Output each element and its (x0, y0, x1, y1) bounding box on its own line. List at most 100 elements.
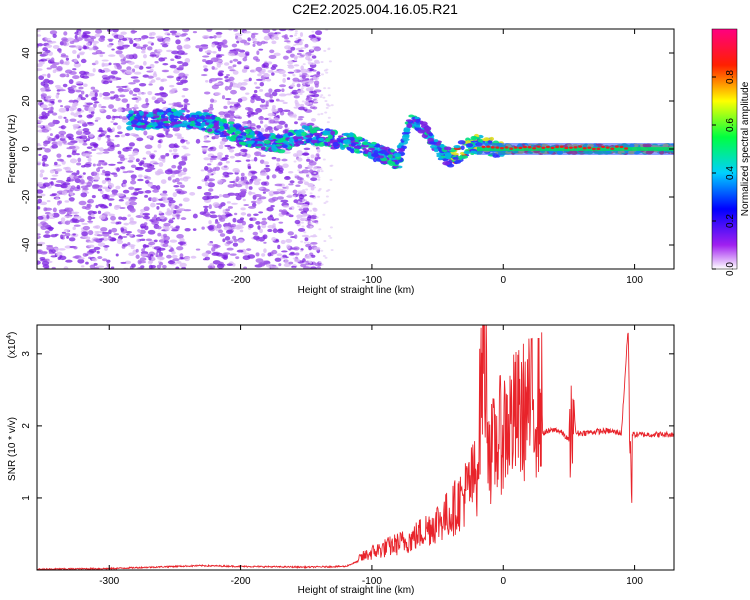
heatmap-cell (170, 247, 174, 251)
heatmap-cell (325, 195, 329, 198)
heatmap-cell (69, 191, 74, 196)
heatmap-cell (326, 104, 330, 107)
heatmap-cell (255, 58, 260, 62)
heatmap-cell (275, 134, 284, 139)
heatmap-peak (555, 145, 560, 149)
heatmap-cell (182, 29, 190, 33)
heatmap-cell (328, 60, 332, 63)
heatmap-cell (282, 205, 290, 208)
heatmap-cell (47, 41, 54, 44)
heatmap-cell (86, 114, 93, 119)
heatmap-cell (151, 216, 158, 222)
heatmap-cell (227, 65, 235, 70)
heatmap-cell (117, 131, 123, 135)
heatmap-cell (109, 91, 115, 94)
heatmap-cell (52, 212, 60, 218)
heatmap-cell (82, 128, 90, 132)
heatmap-cell (156, 97, 164, 103)
heatmap-cell (265, 168, 269, 173)
heatmap-cell (135, 46, 144, 49)
heatmap-cell (228, 85, 232, 91)
heatmap-cell (85, 138, 91, 142)
heatmap-cell (457, 140, 466, 145)
heatmap-cell (118, 198, 124, 202)
heatmap-cell (73, 62, 81, 68)
heatmap-cell (249, 140, 256, 143)
heatmap-cell (214, 134, 220, 140)
heatmap-cell (218, 161, 223, 166)
heatmap-cell (327, 134, 333, 140)
heatmap-cell (266, 175, 270, 180)
heatmap-cell (235, 256, 240, 260)
heatmap-cell (195, 248, 201, 251)
heatmap-peak (495, 146, 500, 149)
heatmap-cell (48, 213, 55, 217)
heatmap-cell (130, 29, 136, 34)
heatmap-cell (320, 249, 324, 252)
heatmap-cell (217, 152, 223, 157)
heatmap-cell (232, 64, 237, 68)
heatmap-cell (37, 125, 44, 128)
heatmap-cell (260, 98, 266, 104)
heatmap-cell (303, 266, 311, 269)
heatmap-cell (164, 37, 171, 43)
heatmap-cell (155, 35, 164, 39)
heatmap-peak (536, 145, 541, 148)
heatmap-cell (297, 164, 303, 169)
heatmap-cell (52, 44, 60, 49)
heatmap-cell (182, 62, 189, 67)
heatmap-cell (312, 62, 316, 65)
heatmap-cell (290, 265, 297, 269)
heatmap-cell (350, 142, 357, 147)
heatmap-cell (87, 157, 92, 163)
heatmap-cell (287, 71, 295, 74)
heatmap-cell (237, 61, 242, 65)
heatmap-cell (210, 155, 218, 159)
heatmap-cell (157, 109, 164, 113)
heatmap-cell (225, 213, 231, 218)
heatmap-cell (81, 135, 87, 139)
heatmap-cell (278, 29, 287, 32)
heatmap-cell (174, 188, 183, 192)
heatmap-cell (176, 44, 183, 50)
heatmap-cell (309, 214, 318, 220)
heatmap-cell (77, 107, 82, 112)
heatmap-cell (258, 261, 266, 267)
heatmap-cell (203, 68, 209, 72)
heatmap-cell (259, 172, 268, 177)
heatmap-cell (150, 197, 159, 202)
heatmap-cell (206, 120, 212, 123)
heatmap-cell (207, 169, 213, 173)
heatmap-cell (175, 225, 180, 229)
heatmap-cell (277, 149, 286, 154)
heatmap-cell (286, 77, 291, 80)
heatmap-cell (254, 151, 262, 157)
heatmap-cell (140, 92, 147, 95)
heatmap-cell (38, 75, 45, 81)
heatmap-cell (176, 76, 181, 82)
heatmap-cell (116, 167, 121, 172)
heatmap-cell (69, 118, 77, 122)
heatmap-cell (73, 175, 80, 180)
heatmap-peak (601, 145, 606, 149)
heatmap-cell (438, 156, 443, 160)
heatmap-cell (315, 216, 319, 219)
heatmap-cell (82, 104, 91, 108)
heatmap-cell (231, 226, 237, 230)
heatmap-cell (126, 103, 130, 109)
heatmap-cell (42, 107, 50, 111)
heatmap-cell (213, 35, 217, 39)
heatmap-cell (460, 155, 469, 159)
heatmap-cell (240, 207, 246, 211)
heatmap-cell (122, 235, 128, 238)
heatmap-cell (250, 33, 256, 39)
heatmap-cell (314, 155, 318, 158)
heatmap-cell (56, 66, 63, 71)
heatmap-cell (303, 47, 307, 50)
heatmap-cell (166, 49, 173, 53)
heatmap-cell (297, 169, 301, 172)
heatmap-cell (176, 121, 182, 125)
heatmap-cell (164, 123, 171, 127)
heatmap-cell (306, 68, 310, 71)
heatmap-cell (67, 136, 71, 139)
